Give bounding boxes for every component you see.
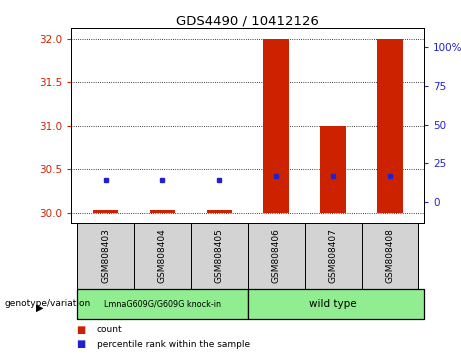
Bar (77, 223, 134, 289)
Text: LmnaG609G/G609G knock-in: LmnaG609G/G609G knock-in (104, 299, 221, 308)
Bar (305, 223, 361, 289)
Title: GDS4490 / 10412126: GDS4490 / 10412126 (177, 14, 319, 27)
Text: genotype/variation: genotype/variation (5, 299, 91, 308)
Text: count: count (97, 325, 123, 335)
Text: GSM808403: GSM808403 (101, 228, 110, 283)
Bar (248, 289, 424, 319)
Text: ▶: ▶ (35, 302, 43, 312)
Text: ■: ■ (76, 339, 85, 349)
Text: GSM808407: GSM808407 (329, 228, 337, 283)
Bar (248, 223, 305, 289)
Bar (361, 223, 419, 289)
Bar (77, 289, 248, 319)
Bar (93, 210, 118, 213)
Bar (320, 126, 346, 213)
Bar (207, 210, 232, 213)
Text: GSM808408: GSM808408 (385, 228, 395, 283)
Bar (191, 223, 248, 289)
Text: wild type: wild type (309, 298, 357, 309)
Bar (263, 39, 289, 213)
Bar (134, 223, 191, 289)
Text: GSM808404: GSM808404 (158, 228, 167, 283)
Text: GSM808406: GSM808406 (272, 228, 281, 283)
Text: ■: ■ (76, 325, 85, 335)
Bar (377, 39, 403, 213)
Text: GSM808405: GSM808405 (215, 228, 224, 283)
Bar (150, 210, 175, 213)
Text: percentile rank within the sample: percentile rank within the sample (97, 339, 250, 349)
